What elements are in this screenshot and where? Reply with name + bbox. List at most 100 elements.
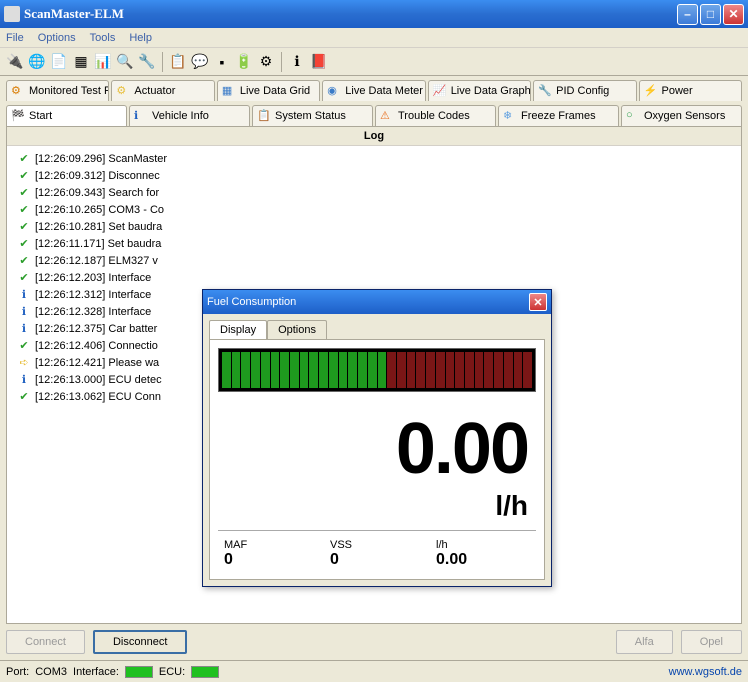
tab-live-data-grid[interactable]: ▦Live Data Grid bbox=[217, 80, 320, 101]
toolbar-icon-4[interactable]: ▦ bbox=[72, 53, 90, 71]
led-segment bbox=[416, 352, 425, 388]
led-segment bbox=[484, 352, 493, 388]
toolbar-icon-13[interactable]: ℹ bbox=[288, 53, 306, 71]
led-segment bbox=[251, 352, 260, 388]
log-item: ✔[12:26:12.203] Interface bbox=[9, 269, 739, 286]
tab-system-status[interactable]: 📋System Status bbox=[252, 105, 373, 126]
ecu-led bbox=[191, 666, 219, 678]
led-segment bbox=[397, 352, 406, 388]
toolbar-icon-7[interactable]: 🔧 bbox=[138, 53, 156, 71]
tab-freeze-frames[interactable]: ❄Freeze Frames bbox=[498, 105, 619, 126]
log-text: [12:26:13.000] ECU detec bbox=[35, 374, 162, 386]
log-info-icon: ℹ bbox=[17, 288, 31, 302]
log-item: ✔[12:26:11.171] Set baudra bbox=[9, 235, 739, 252]
tab-live-data-graph[interactable]: 📈Live Data Graph bbox=[428, 80, 531, 101]
tab-trouble-codes[interactable]: ⚠Trouble Codes bbox=[375, 105, 496, 126]
log-text: [12:26:12.406] Connectio bbox=[35, 340, 158, 352]
log-text: [12:26:12.328] Interface bbox=[35, 306, 151, 318]
reading-value: 0.00 bbox=[436, 551, 530, 569]
tab-label: Live Data Graph bbox=[451, 85, 531, 97]
log-header: Log bbox=[7, 127, 741, 146]
status-interface-label: Interface: bbox=[73, 666, 119, 678]
opel-button: Opel bbox=[681, 630, 742, 654]
led-segment bbox=[514, 352, 523, 388]
tab-pid-config[interactable]: 🔧PID Config bbox=[533, 80, 636, 101]
tab-icon: ⚙ bbox=[116, 84, 130, 98]
toolbar-separator bbox=[281, 52, 282, 72]
menu-options[interactable]: Options bbox=[38, 32, 76, 44]
toolbar-icon-5[interactable]: 📊 bbox=[94, 53, 112, 71]
log-ok-icon: ✔ bbox=[17, 254, 31, 268]
tab-label: Freeze Frames bbox=[521, 110, 596, 122]
tab-icon: 🏁 bbox=[11, 109, 25, 123]
toolbar-icon-6[interactable]: 🔍 bbox=[116, 53, 134, 71]
led-segment bbox=[523, 352, 532, 388]
toolbar-icon-11[interactable]: 🔋 bbox=[235, 53, 253, 71]
toolbar-icon-9[interactable]: 💬 bbox=[191, 53, 209, 71]
menu-file[interactable]: File bbox=[6, 32, 24, 44]
menu-help[interactable]: Help bbox=[129, 32, 152, 44]
interface-led bbox=[125, 666, 153, 678]
status-port: COM3 bbox=[35, 666, 67, 678]
log-ok-icon: ✔ bbox=[17, 339, 31, 353]
reading-label: MAF bbox=[224, 539, 318, 551]
toolbar-icon-1[interactable]: 🔌 bbox=[6, 53, 24, 71]
led-segment bbox=[309, 352, 318, 388]
log-text: [12:26:09.296] ScanMaster bbox=[35, 153, 167, 165]
status-ecu-label: ECU: bbox=[159, 666, 185, 678]
disconnect-button[interactable]: Disconnect bbox=[93, 630, 187, 654]
window-title: ScanMaster-ELM bbox=[24, 6, 675, 22]
toolbar-icon-2[interactable]: 🌐 bbox=[28, 53, 46, 71]
led-segment bbox=[387, 352, 396, 388]
tab-start[interactable]: 🏁Start bbox=[6, 105, 127, 126]
menu-tools[interactable]: Tools bbox=[90, 32, 116, 44]
log-text: [12:26:12.187] ELM327 v bbox=[35, 255, 158, 267]
toolbar-icon-8[interactable]: 📋 bbox=[169, 53, 187, 71]
close-button[interactable]: ✕ bbox=[723, 4, 744, 25]
led-segment bbox=[319, 352, 328, 388]
tab-vehicle-info[interactable]: ℹVehicle Info bbox=[129, 105, 250, 126]
maximize-button[interactable]: □ bbox=[700, 4, 721, 25]
log-item: ✔[12:26:10.265] COM3 - Co bbox=[9, 201, 739, 218]
tab-options[interactable]: Options bbox=[267, 320, 327, 339]
alfa-button: Alfa bbox=[616, 630, 673, 654]
led-segment bbox=[358, 352, 367, 388]
dialog-titlebar[interactable]: Fuel Consumption ✕ bbox=[203, 290, 551, 314]
tab-live-data-meter[interactable]: ◉Live Data Meter bbox=[322, 80, 425, 101]
reading-l-h: l/h0.00 bbox=[430, 537, 536, 571]
tab-monitored-test-results[interactable]: ⚙Monitored Test Results bbox=[6, 80, 109, 101]
dialog-panel: 0.00 l/h MAF0VSS0l/h0.00 bbox=[209, 339, 545, 580]
tab-power[interactable]: ⚡Power bbox=[639, 80, 742, 101]
tab-label: System Status bbox=[275, 110, 346, 122]
tab-icon: ⚠ bbox=[380, 109, 394, 123]
toolbar-icon-12[interactable]: ⚙ bbox=[257, 53, 275, 71]
led-segment bbox=[329, 352, 338, 388]
log-ok-icon: ✔ bbox=[17, 390, 31, 404]
log-text: [12:26:09.343] Search for bbox=[35, 187, 159, 199]
log-ok-icon: ✔ bbox=[17, 169, 31, 183]
dialog-close-button[interactable]: ✕ bbox=[529, 293, 547, 311]
status-link[interactable]: www.wgsoft.de bbox=[669, 666, 742, 678]
log-ok-icon: ✔ bbox=[17, 186, 31, 200]
tab-display[interactable]: Display bbox=[209, 320, 267, 339]
menubar: File Options Tools Help bbox=[0, 28, 748, 48]
tab-icon: ▦ bbox=[222, 84, 236, 98]
led-segment bbox=[475, 352, 484, 388]
toolbar: 🔌 🌐 📄 ▦ 📊 🔍 🔧 📋 💬 ▪ 🔋 ⚙ ℹ 📕 bbox=[0, 48, 748, 76]
minimize-button[interactable]: – bbox=[677, 4, 698, 25]
reading-value: 0 bbox=[224, 551, 318, 569]
log-ok-icon: ✔ bbox=[17, 220, 31, 234]
tab-actuator[interactable]: ⚙Actuator bbox=[111, 80, 214, 101]
tab-oxygen-sensors[interactable]: ○Oxygen Sensors bbox=[621, 105, 742, 126]
log-info-icon: ℹ bbox=[17, 373, 31, 387]
toolbar-icon-10[interactable]: ▪ bbox=[213, 53, 231, 71]
log-item: ✔ [12:26:12.187] ELM327 v bbox=[9, 252, 739, 269]
toolbar-icon-3[interactable]: 📄 bbox=[50, 53, 68, 71]
tab-icon: ◉ bbox=[327, 84, 341, 98]
tab-icon: ⚡ bbox=[644, 84, 658, 98]
led-segment bbox=[271, 352, 280, 388]
log-item: ✔[12:26:09.296] ScanMaster bbox=[9, 150, 739, 167]
toolbar-icon-14[interactable]: 📕 bbox=[310, 53, 328, 71]
led-segment bbox=[455, 352, 464, 388]
led-segment bbox=[465, 352, 474, 388]
